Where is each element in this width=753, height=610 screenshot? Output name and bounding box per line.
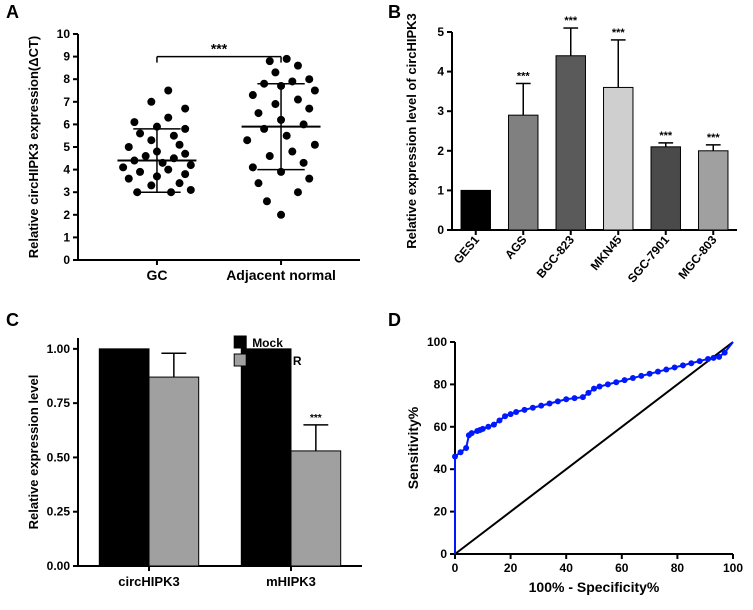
svg-text:MKN45: MKN45 (588, 233, 625, 273)
svg-text:10: 10 (57, 27, 71, 41)
svg-text:2: 2 (437, 144, 444, 158)
svg-text:***: *** (517, 70, 531, 82)
svg-text:100: 100 (427, 335, 447, 349)
panel-d-label: D (388, 310, 401, 331)
svg-text:0: 0 (63, 253, 70, 267)
svg-text:0: 0 (452, 561, 459, 575)
svg-text:1.00: 1.00 (47, 342, 71, 356)
svg-text:Mock: Mock (252, 336, 283, 350)
panel-a: 0 1 2 3 4 5 6 7 8 9 10 Relative circHIPK3 expressio… (20, 20, 370, 300)
svg-text:SGC-7901: SGC-7901 (625, 233, 672, 286)
panel-d-svg: 00 20 20 40 40 60 60 80 80 100 100 Sensitivity% 100%… (400, 330, 745, 600)
svg-text:1: 1 (437, 183, 444, 197)
svg-text:7: 7 (63, 95, 70, 109)
svg-text:9: 9 (63, 50, 70, 64)
svg-text:***: *** (707, 132, 721, 144)
svg-text:3: 3 (437, 104, 444, 118)
svg-text:BGC-823: BGC-823 (534, 233, 578, 281)
panel-a-svg: 0 1 2 3 4 5 6 7 8 9 10 Relative circHIPK3 expressio… (20, 20, 370, 300)
svg-text:40: 40 (560, 561, 574, 575)
svg-text:60: 60 (615, 561, 629, 575)
svg-text:3: 3 (63, 185, 70, 199)
svg-text:0: 0 (440, 547, 447, 561)
panel-b: 012345Relative expression level of circH… (400, 20, 745, 300)
svg-text:2: 2 (63, 208, 70, 222)
svg-text:Relative expression level of c: Relative expression level of circHIPK3 (404, 13, 419, 249)
svg-text:Sensitivity%: Sensitivity% (405, 406, 421, 489)
svg-text:Relative expression level: Relative expression level (26, 375, 41, 530)
svg-text:0.25: 0.25 (47, 505, 71, 519)
panel-b-svg: 012345Relative expression level of circH… (400, 20, 745, 300)
svg-text:Relative circHIPK3 expression(: Relative circHIPK3 expression(ΔCT) (26, 36, 41, 258)
svg-text:60: 60 (434, 420, 448, 434)
svg-text:AGS: AGS (502, 233, 529, 262)
svg-text:0.75: 0.75 (47, 396, 71, 410)
svg-text:6: 6 (63, 117, 70, 131)
svg-text:mHIPK3: mHIPK3 (266, 574, 316, 589)
svg-text:80: 80 (434, 377, 448, 391)
svg-text:0.50: 0.50 (47, 450, 71, 464)
svg-text:80: 80 (671, 561, 685, 575)
svg-text:***: *** (612, 27, 626, 39)
svg-text:***: *** (564, 15, 578, 27)
svg-text:***: *** (211, 41, 228, 57)
svg-text:0: 0 (437, 223, 444, 237)
svg-text:4: 4 (63, 163, 70, 177)
svg-text:1: 1 (63, 230, 70, 244)
panel-d: 00 20 20 40 40 60 60 80 80 100 100 Sensitivity% 100%… (400, 330, 745, 600)
panel-c-label: C (6, 310, 19, 331)
svg-text:Adjacent normal: Adjacent normal (226, 267, 336, 283)
panel-a-label: A (6, 2, 19, 23)
svg-text:***: *** (310, 413, 322, 424)
svg-text:GC: GC (146, 267, 167, 283)
svg-text:circHIPK3: circHIPK3 (118, 574, 179, 589)
svg-text:4: 4 (437, 65, 444, 79)
svg-text:100% - Specificity%: 100% - Specificity% (529, 579, 660, 595)
svg-text:40: 40 (434, 462, 448, 476)
svg-text:5: 5 (437, 25, 444, 39)
svg-text:100: 100 (723, 561, 743, 575)
svg-text:20: 20 (504, 561, 518, 575)
svg-text:GES1: GES1 (451, 233, 483, 267)
svg-text:20: 20 (434, 505, 448, 519)
svg-text:0.00: 0.00 (47, 559, 71, 573)
panel-c: 0.00 0.25 0.50 0.75 1.00 Relative expression … (20, 330, 370, 600)
figure: A B C D 012345678910Relative circHIPK3 e… (0, 0, 753, 610)
svg-text:8: 8 (63, 72, 70, 86)
svg-text:MGC-803: MGC-803 (675, 233, 719, 282)
svg-text:***: *** (659, 130, 673, 142)
panel-c-svg: 0.00 0.25 0.50 0.75 1.00 Relative expression … (20, 330, 370, 600)
svg-text:RNase R: RNase R (252, 354, 302, 368)
svg-text:5: 5 (63, 140, 70, 154)
